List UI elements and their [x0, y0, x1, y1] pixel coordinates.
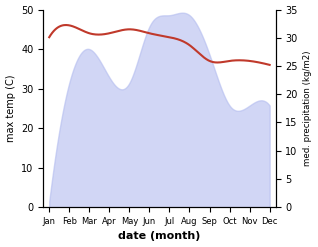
Y-axis label: med. precipitation (kg/m2): med. precipitation (kg/m2) [303, 51, 313, 166]
X-axis label: date (month): date (month) [118, 231, 201, 242]
Y-axis label: max temp (C): max temp (C) [5, 75, 16, 142]
